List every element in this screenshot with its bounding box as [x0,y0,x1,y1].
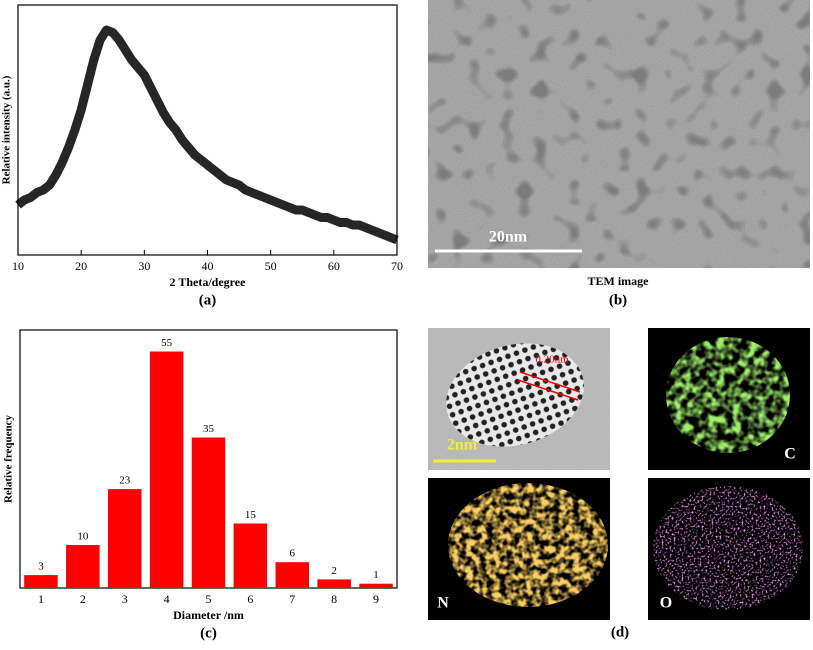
x-tick-label: 9 [373,592,379,606]
x-tick-label: 8 [331,592,337,606]
x-tick-label: 30 [138,259,150,273]
bar [107,489,142,588]
x-tick-label: 40 [202,259,214,273]
panel-label: (d) [611,624,629,640]
element-label: N [437,595,449,612]
bar [66,545,100,588]
bar [191,437,226,588]
bar [359,583,393,588]
bar [24,575,58,588]
panel-label: (c) [200,625,217,641]
x-tick-label: 4 [164,592,170,606]
bar-value-label: 35 [203,423,215,435]
x-tick-label: 7 [289,592,295,606]
map-n-signal [448,483,608,607]
x-tick-label: 2 [80,592,86,606]
panel-label: (a) [199,292,217,308]
y-axis-label: Relative frequency [3,414,15,503]
x-tick-label: 70 [391,259,403,273]
xrd-band [15,25,399,245]
map-o-signal [653,486,803,610]
x-tick-label: 1 [38,592,44,606]
element-label: O [660,595,672,612]
element-label: C [784,446,796,463]
lattice-line [517,379,579,401]
y-axis-label: Relative intensity (a.u.) [1,75,13,184]
bar-value-label: 23 [119,475,131,487]
scale-bar-label: 20nm [489,229,528,246]
bar-value-label: 55 [161,337,173,349]
bar [149,351,184,588]
x-tick-label: 3 [122,592,128,606]
bar-value-label: 1 [373,569,379,581]
bar [233,523,268,588]
x-axis-label: Diameter /nm [173,608,244,622]
panel-label: (b) [609,292,627,308]
scale-bar-label: 2nm [447,437,478,454]
x-tick-label: 5 [206,592,212,606]
x-tick-label: 20 [75,259,87,273]
x-tick-label: 6 [247,592,253,606]
caption: TEM image [588,274,650,288]
x-tick-label: 10 [12,259,24,273]
tem-particles [428,0,810,268]
bar-value-label: 6 [290,548,296,560]
bar [317,579,351,588]
lattice-label: 0.20nm [535,354,569,366]
x-tick-label: 50 [265,259,277,273]
lattice-line [519,371,581,393]
x-axis-label: 2 Theta/degree [170,275,247,289]
bar-value-label: 15 [245,509,257,521]
bar-value-label: 3 [38,561,44,573]
bar [275,562,310,588]
bar-value-label: 2 [331,565,337,577]
x-tick-label: 60 [328,259,340,273]
map-c-signal [666,337,790,453]
bar-value-label: 10 [77,531,89,543]
